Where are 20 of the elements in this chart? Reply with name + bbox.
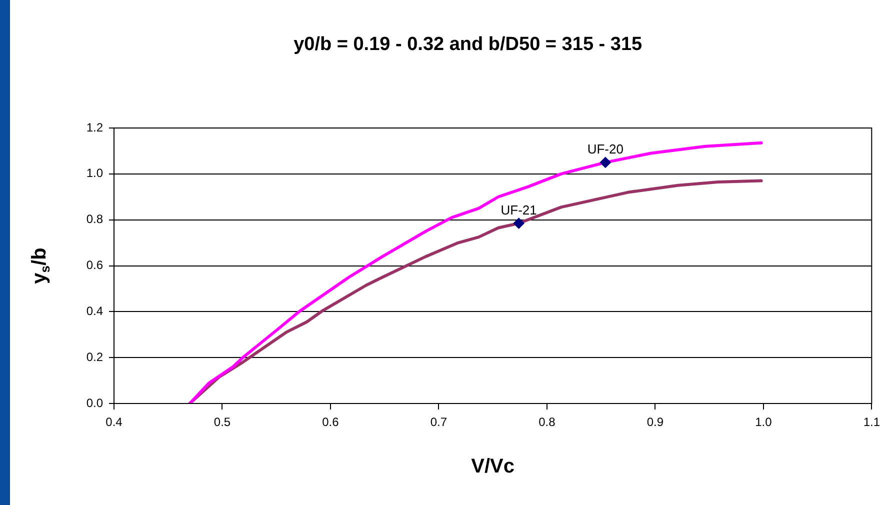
x-tick-label: 1.1 [863, 415, 880, 430]
series-label: UF-21 [500, 202, 537, 218]
y-tick-label: 0.6 [86, 258, 104, 272]
y-tick-label: 1.0 [86, 166, 104, 180]
y-tick-label: 0.0 [86, 396, 104, 410]
x-tick-label: 1.0 [755, 415, 772, 430]
y-tick-label: 0.4 [86, 304, 104, 318]
x-tick-label: 0.8 [538, 415, 556, 430]
y-tick-label: 0.2 [86, 350, 104, 364]
x-tick-label: 0.9 [646, 415, 664, 430]
x-tick-label: 0.7 [430, 415, 448, 430]
series-label: UF-20 [587, 142, 624, 157]
x-tick-label: 0.4 [106, 415, 123, 430]
x-tick-label: 0.5 [214, 415, 231, 430]
chart-title: y0/b = 0.19 - 0.32 and b/D50 = 315 - 315 [294, 34, 643, 56]
y-tick-label: 0.8 [86, 212, 104, 226]
y-axis-title: ys/b [28, 248, 53, 284]
x-tick-label: 0.6 [322, 415, 340, 430]
x-axis-title: V/Vc [471, 456, 515, 478]
y-tick-label: 1.2 [86, 120, 104, 134]
